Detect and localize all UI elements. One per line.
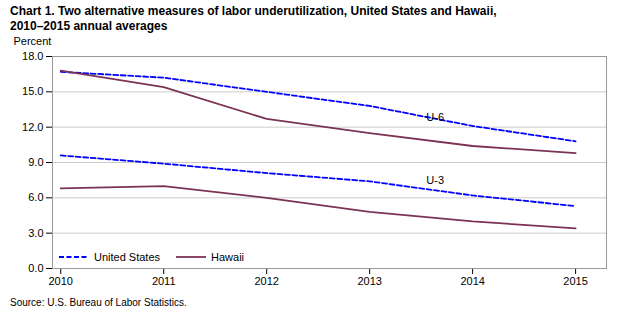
html-text:Chart 1. Two alternative measu: Chart 1. Two alternative measures of lab… bbox=[10, 4, 497, 18]
html-text:Source: U.S. Bureau of Labor S: Source: U.S. Bureau of Labor Statistics. bbox=[10, 297, 187, 308]
html-text:Hawaii: Hawaii bbox=[211, 251, 245, 263]
html-text:2010–2015 annual averages: 2010–2015 annual averages bbox=[10, 19, 168, 33]
svg-text:2015: 2015 bbox=[563, 275, 587, 287]
svg-text:2012: 2012 bbox=[254, 275, 278, 287]
svg-text:6.0: 6.0 bbox=[28, 191, 43, 203]
svg-text:U-3: U-3 bbox=[426, 174, 444, 186]
svg-text:12.0: 12.0 bbox=[22, 121, 43, 133]
svg-text:U-6: U-6 bbox=[426, 111, 444, 123]
svg-text:2014: 2014 bbox=[460, 275, 484, 287]
svg-text:2010: 2010 bbox=[48, 275, 72, 287]
svg-text:0.0: 0.0 bbox=[28, 262, 43, 274]
svg-text:2013: 2013 bbox=[357, 275, 381, 287]
svg-text:18.0: 18.0 bbox=[22, 50, 43, 62]
svg-text:9.0: 9.0 bbox=[28, 156, 43, 168]
svg-text:Percent: Percent bbox=[14, 35, 52, 47]
svg-text:15.0: 15.0 bbox=[22, 85, 43, 97]
svg-text:3.0: 3.0 bbox=[28, 227, 43, 239]
svg-text:2011: 2011 bbox=[152, 275, 176, 287]
html-text:United States: United States bbox=[94, 251, 160, 263]
